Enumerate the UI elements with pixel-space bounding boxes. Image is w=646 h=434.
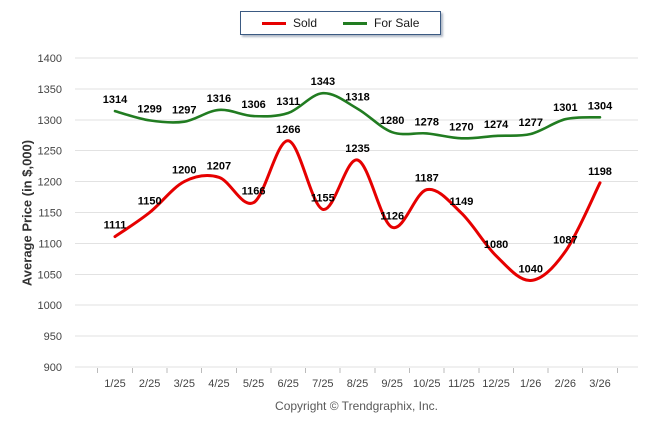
y-tick-label: 1400 — [38, 53, 62, 65]
y-tick-label: 1150 — [38, 208, 62, 220]
x-tick-label: 2/26 — [555, 378, 576, 390]
for-sale-data-label: 1274 — [484, 119, 509, 131]
legend-label-for-sale: For Sale — [374, 16, 420, 30]
legend-item-sold: Sold — [262, 16, 317, 30]
for-sale-data-label: 1318 — [345, 92, 369, 104]
legend-label-sold: Sold — [293, 16, 318, 30]
legend-item-for-sale: For Sale — [343, 16, 419, 30]
sold-data-label: 1111 — [104, 220, 127, 232]
sold-line-swatch — [262, 21, 286, 25]
x-tick-label: 6/25 — [278, 378, 299, 390]
for-sale-data-label: 1316 — [207, 93, 231, 105]
x-tick-label: 10/25 — [413, 378, 441, 390]
sold-data-label: 1080 — [484, 239, 508, 251]
sold-data-label: 1149 — [449, 196, 473, 208]
sold-data-label: 1155 — [311, 192, 335, 204]
y-tick-label: 950 — [44, 331, 62, 343]
for-sale-data-label: 1277 — [518, 117, 542, 129]
for-sale-data-label: 1301 — [553, 102, 577, 114]
for-sale-line — [113, 91, 602, 140]
sold-line — [113, 139, 602, 282]
for-sale-data-label: 1278 — [415, 116, 439, 128]
sold-data-label: 1198 — [588, 166, 612, 178]
for-sale-data-label: 1314 — [103, 94, 128, 106]
y-tick-label: 900 — [44, 362, 62, 374]
for-sale-data-label: 1297 — [172, 105, 196, 117]
sold-data-label: 1207 — [207, 160, 231, 172]
x-tick-label: 3/25 — [174, 378, 195, 390]
x-tick-label: 11/25 — [448, 378, 475, 390]
x-tick-label: 7/25 — [312, 378, 333, 390]
for-sale-data-label: 1270 — [449, 121, 473, 133]
y-tick-label: 1350 — [38, 84, 62, 96]
for-sale-line-swatch — [343, 21, 368, 25]
x-tick-label: 4/25 — [208, 378, 229, 390]
sold-data-label: 1166 — [242, 186, 266, 198]
x-tick-label: 3/26 — [589, 378, 610, 390]
y-tick-label: 1050 — [38, 269, 62, 281]
sold-data-label: 1200 — [172, 165, 196, 177]
for-sale-data-label: 1311 — [276, 96, 300, 108]
y-tick-label: 1200 — [38, 177, 62, 189]
sold-data-label: 1087 — [553, 234, 577, 246]
sold-data-label: 1187 — [415, 173, 439, 185]
y-tick-label: 1100 — [38, 238, 62, 250]
sold-data-label: 1040 — [518, 263, 542, 275]
legend: Sold For Sale — [240, 11, 442, 35]
sold-data-label: 1126 — [380, 210, 404, 222]
x-tick-label: 1/26 — [520, 378, 541, 390]
y-tick-label: 1000 — [38, 300, 62, 312]
x-tick-label: 5/25 — [243, 378, 264, 390]
x-tick-label: 9/25 — [381, 378, 402, 390]
x-tick-label: 8/25 — [347, 378, 368, 390]
x-tick-label: 2/25 — [139, 378, 160, 390]
for-sale-data-label: 1304 — [588, 100, 613, 112]
sold-data-label: 1266 — [276, 124, 300, 136]
for-sale-data-label: 1343 — [311, 76, 335, 88]
for-sale-data-label: 1306 — [241, 99, 265, 111]
x-tick-label: 1/25 — [104, 378, 125, 390]
for-sale-data-label: 1299 — [137, 103, 161, 115]
sold-data-label: 1235 — [345, 143, 369, 155]
for-sale-data-label: 1280 — [380, 115, 404, 127]
x-tick-label: 12/25 — [482, 378, 510, 390]
copyright-text: Copyright © Trendgraphix, Inc. — [275, 399, 438, 413]
y-tick-label: 1250 — [38, 146, 62, 158]
sold-data-label: 1150 — [138, 196, 162, 208]
y-tick-label: 1300 — [38, 115, 62, 127]
